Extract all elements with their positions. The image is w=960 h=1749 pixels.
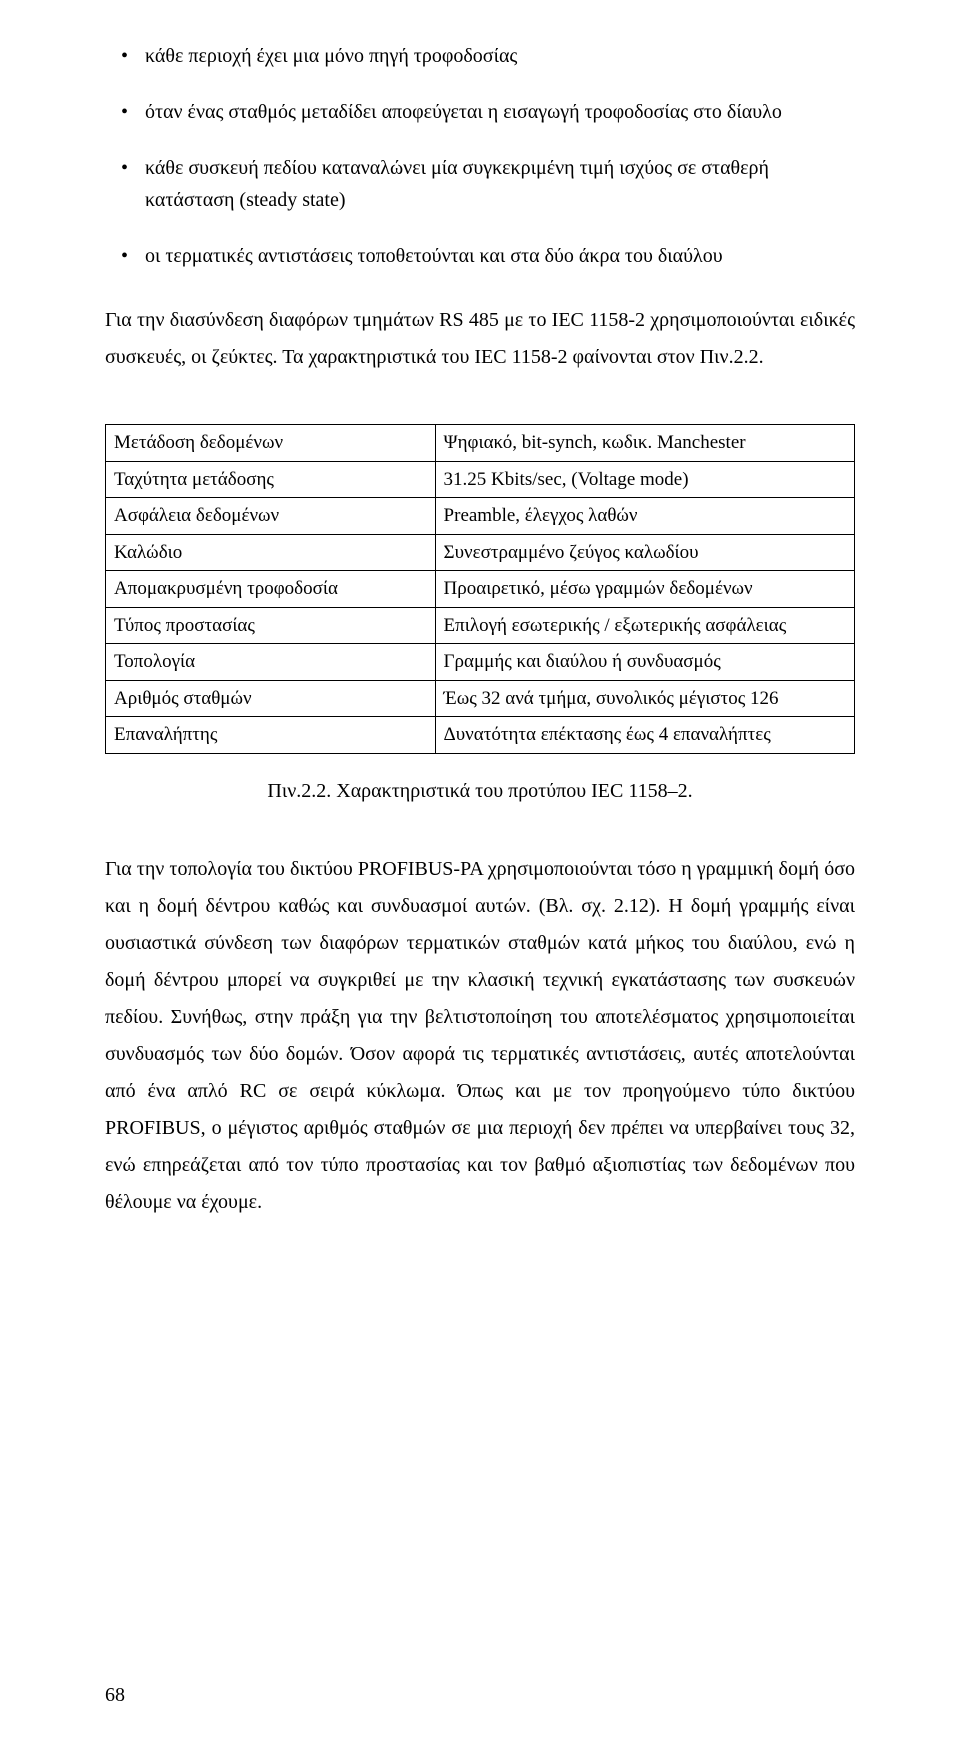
bullet-item: οι τερματικές αντιστάσεις τοποθετούνται … — [145, 240, 855, 272]
table-cell-left: Ασφάλεια δεδομένων — [106, 498, 436, 535]
table-cell-right: Έως 32 ανά τμήμα, συνολικός μέγιστος 126 — [435, 680, 854, 717]
table-cell-left: Απομακρυσμένη τροφοδοσία — [106, 571, 436, 608]
bullet-item: όταν ένας σταθμός μεταδίδει αποφεύγεται … — [145, 96, 855, 128]
table-cell-right: Προαιρετικό, μέσω γραμμών δεδομένων — [435, 571, 854, 608]
table-cell-left: Τοπολογία — [106, 644, 436, 681]
table-row: Ασφάλεια δεδομένων Preamble, έλεγχος λαθ… — [106, 498, 855, 535]
table-cell-left: Τύπος προστασίας — [106, 607, 436, 644]
paragraph-topology: Για την τοπολογία του δικτύου PROFIBUS-P… — [105, 851, 855, 1221]
table-caption: Πιν.2.2. Χαρακτηριστικά του προτύπου IEC… — [105, 780, 855, 803]
table-row: Απομακρυσμένη τροφοδοσία Προαιρετικό, μέ… — [106, 571, 855, 608]
bullet-item: κάθε συσκευή πεδίου καταναλώνει μία συγκ… — [145, 152, 855, 216]
table-cell-left: Καλώδιο — [106, 534, 436, 571]
table-row: Τύπος προστασίας Επιλογή εσωτερικής / εξ… — [106, 607, 855, 644]
table-cell-right: Ψηφιακό, bit-synch, κωδικ. Manchester — [435, 425, 854, 462]
spec-table: Μετάδοση δεδομένων Ψηφιακό, bit-synch, κ… — [105, 424, 855, 754]
table-cell-right: Preamble, έλεγχος λαθών — [435, 498, 854, 535]
table-cell-right: Συνεστραμμένο ζεύγος καλωδίου — [435, 534, 854, 571]
table-cell-left: Ταχύτητα μετάδοσης — [106, 461, 436, 498]
table-cell-left: Αριθμός σταθμών — [106, 680, 436, 717]
table-row: Καλώδιο Συνεστραμμένο ζεύγος καλωδίου — [106, 534, 855, 571]
table-cell-left: Μετάδοση δεδομένων — [106, 425, 436, 462]
table-cell-right: Γραμμής και διαύλου ή συνδυασμός — [435, 644, 854, 681]
bullet-list: κάθε περιοχή έχει μια μόνο πηγή τροφοδοσ… — [105, 40, 855, 272]
paragraph-intro: Για την διασύνδεση διαφόρων τμημάτων RS … — [105, 302, 855, 376]
page-number: 68 — [105, 1684, 125, 1707]
table-cell-left: Επαναλήπτης — [106, 717, 436, 754]
table-cell-right: Δυνατότητα επέκτασης έως 4 επαναλήπτες — [435, 717, 854, 754]
table-row: Επαναλήπτης Δυνατότητα επέκτασης έως 4 ε… — [106, 717, 855, 754]
bullet-item: κάθε περιοχή έχει μια μόνο πηγή τροφοδοσ… — [145, 40, 855, 72]
table-row: Τοπολογία Γραμμής και διαύλου ή συνδυασμ… — [106, 644, 855, 681]
table-cell-right: 31.25 Kbits/sec, (Voltage mode) — [435, 461, 854, 498]
table-row: Αριθμός σταθμών Έως 32 ανά τμήμα, συνολι… — [106, 680, 855, 717]
table-row: Ταχύτητα μετάδοσης 31.25 Kbits/sec, (Vol… — [106, 461, 855, 498]
table-cell-right: Επιλογή εσωτερικής / εξωτερικής ασφάλεια… — [435, 607, 854, 644]
table-row: Μετάδοση δεδομένων Ψηφιακό, bit-synch, κ… — [106, 425, 855, 462]
page: κάθε περιοχή έχει μια μόνο πηγή τροφοδοσ… — [0, 0, 960, 1749]
